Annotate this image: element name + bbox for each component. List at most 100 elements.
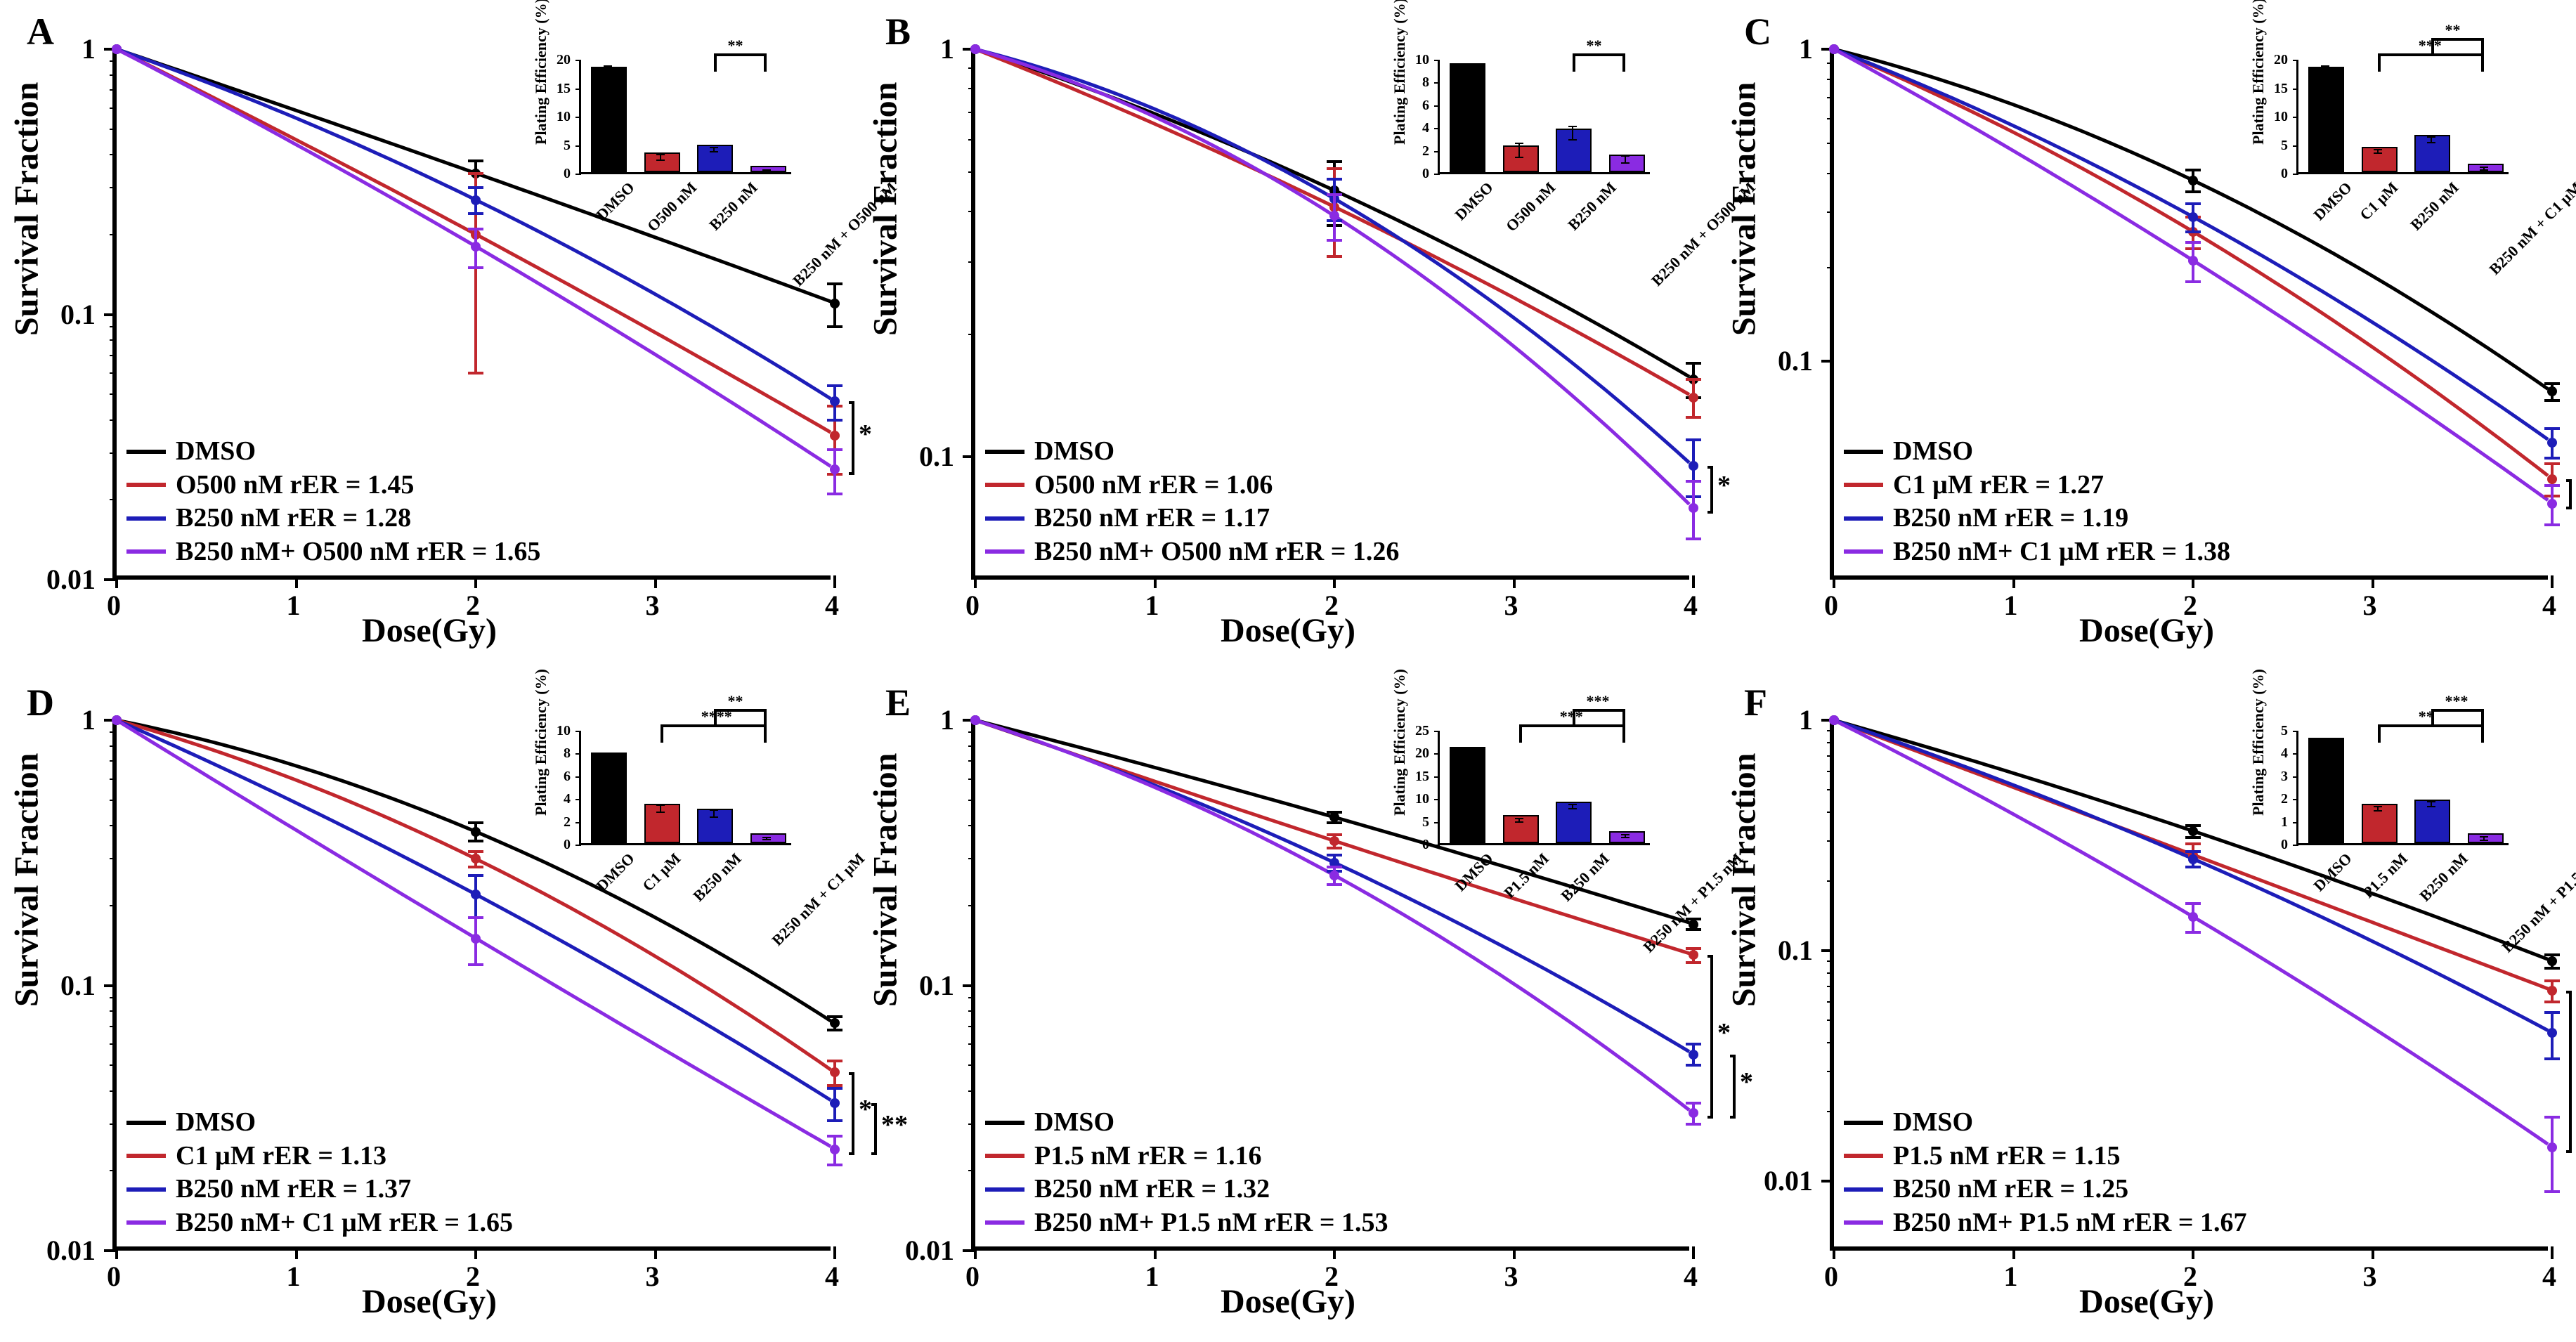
legend-row: B250 nM+ P1.5 nM rER = 1.53 [985,1206,1388,1240]
y-tick [1821,1180,1834,1183]
inset-error-cap [1462,749,1471,750]
y-minor-tick [110,731,117,733]
inset-error-cap [1621,162,1629,164]
error-cap [827,282,843,285]
legend-text: P1.5 nM rER = 1.16 [1034,1140,1262,1173]
inset-bar [697,145,733,172]
y-tick-label: 1 [82,703,96,736]
inset-bar [2414,135,2450,172]
y-minor-tick [968,731,975,733]
error-cap [2185,241,2201,244]
inset-error-cap [604,77,612,78]
inset-y-tick [1434,82,1440,84]
error-bar [2551,1012,2554,1059]
inset-error-cap [1462,63,1471,65]
y-minor-tick [1827,960,1834,962]
error-bar [2551,981,2554,1002]
plot-area: 012340.11***DMSOC1 µM rER = 1.27B250 nM … [1830,49,2548,580]
error-cap [1686,416,1701,419]
x-tick-label: 2 [1325,589,1339,622]
y-tick-label: 1 [1799,32,1813,65]
inset-y-tick-label: 20 [1415,745,1429,762]
inset-error-cap [762,171,771,173]
inset-y-tick [1434,753,1440,755]
inset-y-tick-label: 25 [1415,723,1429,739]
error-cap [2185,280,2201,283]
inset-error-cap [1515,821,1523,823]
error-bar [1692,379,1695,417]
legend-text: O500 nM rER = 1.45 [176,469,414,502]
data-marker [112,44,122,54]
inset-x-label: B250 nM [1564,178,1620,234]
legend-swatch [126,450,166,454]
inset-error-cap [1462,753,1471,755]
inset-plot-area: 012345***** [2296,731,2509,845]
x-tick-label: 4 [2542,589,2556,622]
y-minor-tick [1827,267,1834,268]
inset-y-tick [2293,60,2298,61]
inset-x-label: P1.5 nM [2359,849,2412,902]
inset-y-tick [2293,776,2298,778]
legend-row: B250 nM rER = 1.32 [985,1173,1388,1206]
error-cap [2544,1001,2560,1003]
inset-error-cap [1568,804,1577,805]
x-tick-label: 2 [1325,1260,1339,1293]
x-tick-label: 4 [2542,1260,2556,1293]
inset-y-tick [575,174,581,175]
error-bar [833,1061,836,1086]
inset-y-tick-label: 4 [564,791,571,807]
error-cap [2544,523,2560,526]
y-minor-tick [968,905,975,906]
y-minor-tick [1827,97,1834,98]
legend-text: DMSO [176,435,256,469]
inset-error-cap [710,151,718,152]
inset-bar-chart: Plating Efficiency (%)012345*****DMSOP1.… [2256,724,2516,907]
y-minor-tick [968,779,975,780]
y-minor-tick [110,372,117,374]
panel-letter: B [885,10,911,53]
y-tick [104,313,117,316]
x-tick [833,575,836,588]
panel-F: FSurvival FractionDose(Gy)012340.010.11*… [1717,671,2576,1342]
error-cap [1686,1123,1701,1126]
inset-y-tick [575,822,581,823]
y-tick-label: 1 [940,703,954,736]
y-minor-tick [1827,972,1834,974]
inset-y-axis-title: Plating Efficiency (%) [2249,0,2268,145]
inset-bar-chart: Plating Efficiency (%)05101520**DMSOO500… [538,53,798,236]
error-bar [833,1088,836,1121]
error-cap [1327,821,1342,824]
x-tick [115,1246,118,1259]
legend: DMSOC1 µM rER = 1.27B250 nM rER = 1.19B2… [1844,435,2230,568]
y-minor-tick [968,1090,975,1092]
inset-y-tick [2293,845,2298,846]
x-tick [2551,1246,2554,1259]
error-cap [2185,824,2201,827]
x-tick [2192,575,2194,588]
legend-text: B250 nM rER = 1.19 [1893,502,2128,535]
y-minor-tick [110,326,117,327]
inset-y-axis-title: Plating Efficiency (%) [532,0,550,145]
y-tick-label: 0.1 [1778,344,1813,377]
inset-y-tick-label: 3 [2281,769,2288,785]
significance-bracket [849,1072,854,1155]
inset-y-tick [575,753,581,755]
error-cap [827,1164,843,1166]
inset-y-axis-title: Plating Efficiency (%) [1391,669,1409,816]
inset-y-tick [575,117,581,118]
inset-y-tick [1434,105,1440,107]
legend-text: B250 nM rER = 1.28 [176,502,411,535]
error-cap [1327,193,1342,196]
x-tick-label: 4 [825,589,839,622]
error-bar [474,188,477,214]
significance-bracket [2566,991,2572,1153]
y-tick-label: 0.01 [46,1234,96,1267]
inset-y-tick-label: 5 [1422,814,1429,830]
significance-bracket [1707,955,1713,1119]
inset-x-labels: DMSOP1.5 nMB250 nMB250 nM + P1.5 nM [1438,847,1650,907]
legend-row: C1 µM rER = 1.27 [1844,469,2230,502]
legend-text: DMSO [1893,435,1973,469]
error-cap [827,384,843,387]
legend-row: B250 nM rER = 1.17 [985,502,1399,535]
x-tick [654,1246,657,1259]
